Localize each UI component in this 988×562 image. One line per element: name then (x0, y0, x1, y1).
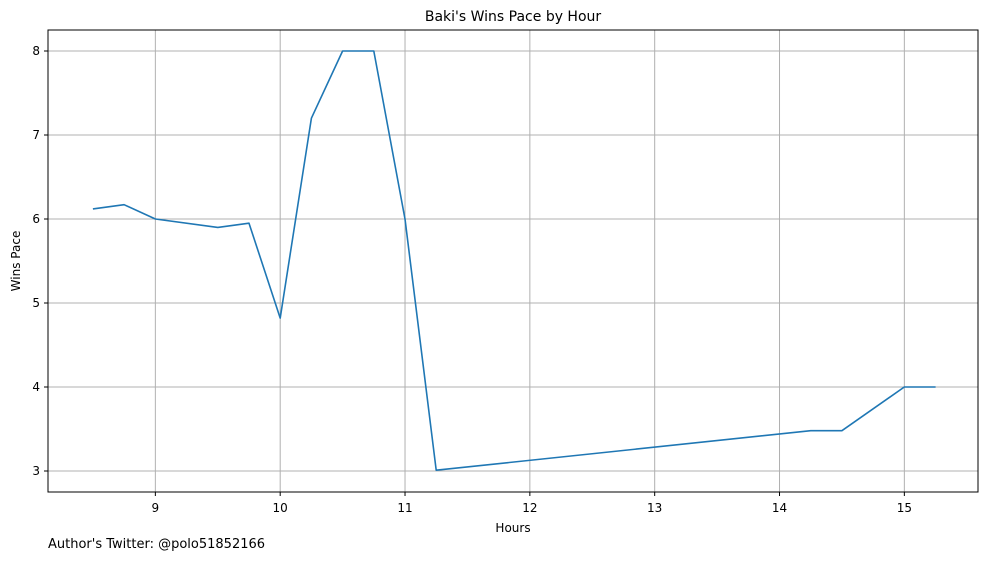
y-tick-label: 7 (32, 128, 40, 142)
x-tick-label: 13 (647, 501, 662, 515)
x-tick-label: 10 (273, 501, 288, 515)
plot-frame (47, 29, 979, 493)
y-axis-ticks: 3 4 5 6 7 8 (32, 44, 48, 478)
y-tick-label: 6 (32, 212, 40, 226)
author-credit: Author's Twitter: @polo51852166 (48, 537, 266, 552)
x-tick-label: 11 (397, 501, 412, 515)
y-tick-label: 8 (32, 44, 40, 58)
x-tick-label: 12 (522, 501, 537, 515)
chart-title: Baki's Wins Pace by Hour (425, 9, 602, 25)
series-layer (92, 50, 936, 472)
x-tick-label: 14 (772, 501, 787, 515)
grid-lines (48, 30, 978, 492)
y-tick-label: 4 (32, 380, 40, 394)
x-axis-label: Hours (495, 521, 530, 535)
x-axis-ticks: 9 10 11 12 13 14 15 (152, 492, 912, 515)
y-axis-label: Wins Pace (9, 231, 23, 292)
y-tick-label: 5 (32, 296, 40, 310)
y-tick-label: 3 (32, 464, 40, 478)
x-tick-label: 15 (897, 501, 912, 515)
series-line (92, 50, 936, 472)
x-tick-label: 9 (152, 501, 160, 515)
